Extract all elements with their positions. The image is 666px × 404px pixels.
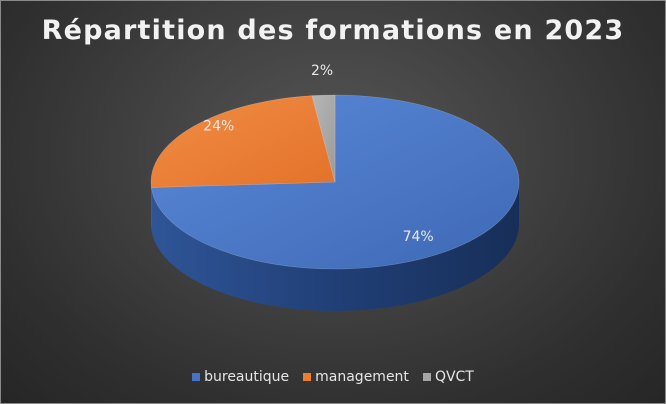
legend-swatch-qvct [422,373,431,381]
data-label-bureautique: 74% [403,229,434,245]
chart-title: Répartition des formations en 2023 [41,15,625,46]
legend-item-qvct: QVCT [422,369,474,385]
legend: bureautique management QVCT [1,369,665,385]
pie-sides [151,182,519,312]
data-label-management: 24% [203,119,234,135]
pie-side-bureautique [151,182,519,312]
pie-slice-management [150,95,336,188]
legend-swatch-management [303,373,312,381]
legend-item-bureautique: bureautique [192,369,289,385]
pie-tops [150,94,520,270]
legend-label-bureautique: bureautique [204,369,290,385]
legend-label-qvct: QVCT [434,369,474,385]
data-label-qvct: 2% [311,63,333,79]
legend-swatch-bureautique [192,373,201,381]
legend-item-management: management [303,369,409,385]
pie-slice-bureautique [151,94,520,270]
pie-slice-qvct [311,94,336,183]
legend-label-management: management [315,369,409,385]
pie-labels: 74% 24% 2% [203,63,434,245]
